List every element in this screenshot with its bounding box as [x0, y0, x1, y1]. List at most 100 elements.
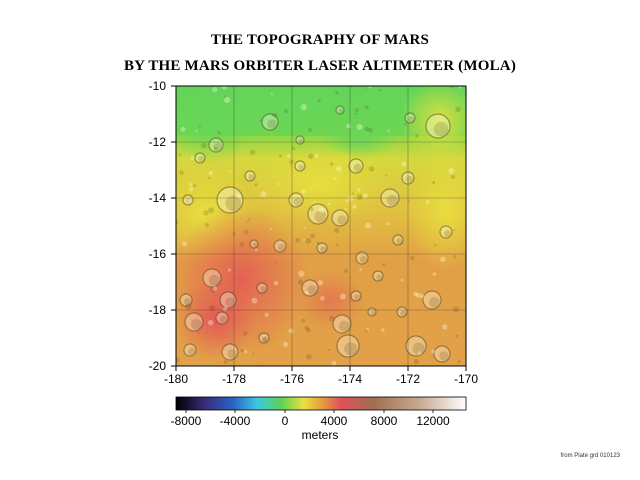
terrain-speckle: [223, 359, 228, 364]
terrain-speckle: [180, 126, 186, 132]
terrain-speckle: [259, 119, 263, 122]
terrain-speckle: [305, 353, 312, 360]
crater-shadow: [359, 255, 368, 264]
terrain-speckle: [269, 227, 273, 231]
crater-shadow: [428, 296, 440, 308]
crater-shadow: [396, 238, 403, 245]
terrain-speckle: [303, 226, 306, 229]
terrain-speckle: [308, 153, 314, 160]
crater: [208, 137, 224, 153]
colorbar-tick-label: 8000: [370, 414, 398, 428]
terrain-speckle: [365, 329, 369, 333]
crater-layer: [176, 86, 462, 366]
terrain-speckle: [276, 182, 280, 186]
terrain-speckle: [185, 303, 192, 310]
terrain-speckle: [288, 328, 294, 334]
terrain-speckle: [305, 291, 309, 295]
terrain-speckle: [208, 171, 213, 175]
terrain-speckle: [189, 182, 193, 187]
crater: [202, 268, 222, 288]
terrain-speckle: [212, 286, 218, 291]
terrain-speckle: [368, 128, 374, 133]
crater: [332, 314, 352, 334]
terrain-speckle: [352, 204, 357, 209]
crater: [249, 239, 259, 249]
terrain-speckle: [297, 279, 304, 285]
crater-shadow: [267, 119, 277, 129]
terrain-speckle: [448, 168, 455, 174]
terrain-speckle: [212, 86, 218, 93]
terrain-speckle: [301, 318, 306, 323]
crater: [404, 112, 416, 124]
crater-shadow: [248, 174, 255, 181]
terrain-speckle: [197, 331, 200, 334]
terrain-speckle: [442, 324, 448, 330]
crater: [183, 343, 197, 357]
terrain-speckle: [310, 207, 314, 212]
terrain-speckle: [205, 223, 209, 227]
terrain-speckle: [227, 268, 231, 272]
terrain-speckle: [252, 352, 255, 355]
lat-tick-label: -18: [148, 303, 166, 317]
terrain-speckle: [333, 177, 336, 180]
terrain-speckle: [458, 86, 462, 89]
terrain-speckle: [365, 327, 369, 331]
source-note: from Plate grd 010123: [560, 453, 620, 459]
terrain-speckle: [417, 351, 422, 355]
terrain-speckle: [368, 86, 372, 89]
crater: [372, 270, 384, 282]
terrain-speckle: [356, 123, 363, 130]
terrain-speckle: [244, 350, 248, 354]
topography-map-image: [176, 86, 466, 366]
terrain-speckle: [190, 155, 195, 160]
crater: [348, 158, 364, 174]
terrain-speckle: [224, 96, 231, 104]
terrain-speckle: [357, 188, 361, 192]
crater-shadow: [408, 116, 415, 123]
terrain-speckle: [453, 306, 460, 313]
terrain-speckle: [262, 337, 267, 343]
terrain-speckle: [318, 207, 325, 214]
crater-shadow: [405, 175, 414, 184]
terrain-speckle: [432, 272, 437, 276]
crater: [405, 335, 427, 357]
crater-shadow: [439, 351, 449, 361]
crater-shadow: [190, 318, 202, 330]
terrain-speckle: [335, 91, 339, 95]
terrain-speckle: [449, 86, 454, 89]
terrain-speckle: [249, 149, 256, 155]
terrain-speckle: [400, 278, 404, 282]
terrain-speckle: [207, 207, 215, 214]
crater: [336, 334, 360, 358]
terrain-speckle: [410, 255, 415, 261]
colorbar-tick-marks: [185, 410, 434, 413]
crater: [216, 186, 244, 214]
crater: [425, 113, 451, 139]
crater-shadow: [227, 349, 237, 359]
crater-shadow: [298, 164, 305, 171]
terrain-speckle: [223, 306, 228, 312]
terrain-speckle: [305, 237, 312, 244]
crater-shadow: [262, 336, 269, 343]
crater-shadow: [260, 286, 267, 293]
crater: [261, 113, 279, 131]
terrain-speckle: [451, 175, 455, 179]
terrain-speckle: [304, 325, 309, 330]
terrain-speckle: [198, 124, 202, 128]
terrain-speckle: [207, 176, 210, 180]
crater-shadow: [307, 285, 317, 295]
crater: [331, 209, 349, 227]
terrain-speckle: [201, 142, 207, 149]
crater-shadow: [208, 274, 220, 286]
terrain-speckle: [260, 191, 267, 198]
terrain-speckle: [235, 193, 241, 199]
terrain-speckle: [431, 349, 436, 354]
terrain-speckle: [327, 202, 331, 206]
crater-shadow: [338, 320, 350, 332]
crater: [335, 105, 345, 115]
terrain-speckle: [356, 194, 363, 200]
terrain-speckle: [306, 327, 311, 333]
terrain-speckle: [415, 292, 421, 298]
crater-shadow: [354, 294, 361, 301]
crater-shadow: [433, 121, 449, 137]
